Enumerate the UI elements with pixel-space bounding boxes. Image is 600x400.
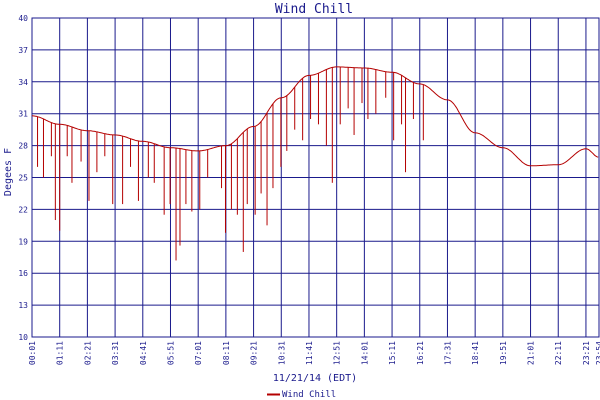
wind-chill-dips: [37, 66, 424, 261]
x-tick-label: 10:31: [277, 341, 286, 365]
y-tick-label: 25: [18, 174, 28, 183]
y-axis-label: Degees F: [3, 148, 14, 196]
x-axis-ticks: 00:01 01:11 02:21 03:31 04:41 05:51 07:01 08:11…: [28, 341, 600, 365]
x-tick-label: 00:01: [28, 341, 37, 365]
x-tick-label: 16:21: [416, 341, 425, 365]
y-axis-ticks: 10 13 16 19 22 25 28 31 34 37 40: [18, 14, 28, 342]
x-tick-label: 04:41: [139, 341, 148, 365]
y-tick-label: 22: [18, 205, 28, 214]
x-tick-label: 12:51: [333, 341, 342, 365]
x-tick-label: 15:11: [388, 341, 397, 365]
legend-label: Wind Chill: [282, 390, 336, 400]
y-tick-label: 13: [18, 301, 28, 310]
y-tick-label: 28: [18, 142, 28, 151]
chart-title: Wind Chill: [275, 2, 353, 17]
x-tick-label: 18:41: [471, 341, 480, 365]
x-axis-label: 11/21/14 (EDT): [273, 373, 357, 384]
x-tick-label: 07:01: [194, 341, 203, 365]
y-tick-label: 16: [18, 269, 28, 278]
y-tick-label: 40: [18, 14, 28, 23]
wind-chill-series-line: [31, 66, 599, 167]
y-tick-label: 37: [18, 46, 28, 55]
x-tick-label: 14:01: [360, 341, 369, 365]
x-tick-label: 17:31: [443, 341, 452, 365]
x-tick-label: 21:01: [527, 341, 536, 365]
x-tick-label: 09:21: [250, 341, 259, 365]
x-tick-label: 22:11: [554, 341, 563, 365]
x-tick-label: 23:54: [595, 341, 600, 365]
y-tick-label: 34: [18, 78, 28, 87]
y-tick-label: 10: [18, 333, 28, 342]
y-tick-label: 19: [18, 237, 28, 246]
x-tick-label: 05:51: [166, 341, 175, 365]
x-tick-label: 19:51: [499, 341, 508, 365]
y-tick-label: 31: [18, 110, 28, 119]
x-tick-label: 23:21: [582, 341, 591, 365]
x-tick-label: 11:41: [305, 341, 314, 365]
x-tick-label: 08:11: [222, 341, 231, 365]
x-tick-label: 03:31: [111, 341, 120, 365]
x-tick-label: 01:11: [56, 341, 65, 365]
x-tick-label: 02:21: [83, 341, 92, 365]
